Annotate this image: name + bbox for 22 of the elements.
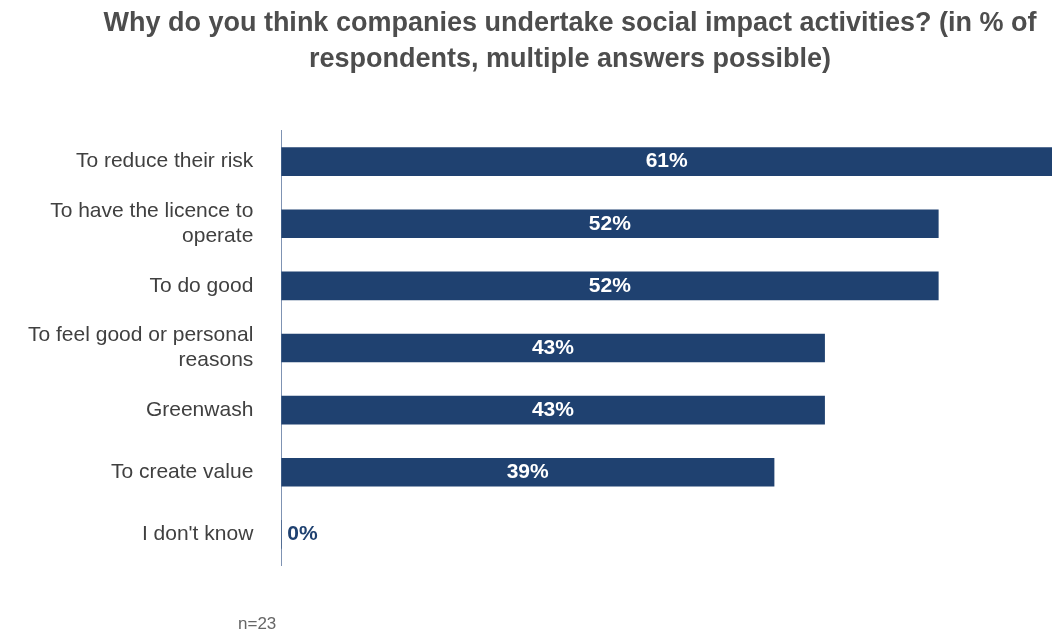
y-tick-label: To do good [149, 272, 254, 296]
bar [281, 333, 825, 363]
data-label: 43% [531, 396, 575, 420]
chart-title: Why do you think companies undertake social impact activities? (in % of respondents, multiple answers possible) [102, 6, 1038, 75]
y-tick-label: To reduce their risk [75, 148, 254, 172]
y-tick-label: To feel good or personal reasons [27, 322, 254, 371]
bar [281, 271, 939, 301]
y-tick-label: To have the licence to operate [50, 197, 254, 247]
data-label: 52% [588, 210, 632, 234]
data-label: 43% [531, 334, 575, 358]
bar [281, 209, 939, 239]
data-label: 39% [506, 459, 550, 483]
bar [281, 147, 1052, 176]
data-label: 52% [588, 272, 632, 296]
bar [281, 395, 825, 425]
bar [281, 457, 775, 487]
data-label: 0% [287, 521, 318, 545]
y-tick-label: I don't know [141, 521, 255, 545]
y-tick-label: To create value [110, 459, 254, 483]
data-label: 61% [645, 148, 688, 172]
text: n=23 [238, 614, 277, 634]
y-tick-label: Greenwash [145, 396, 254, 420]
